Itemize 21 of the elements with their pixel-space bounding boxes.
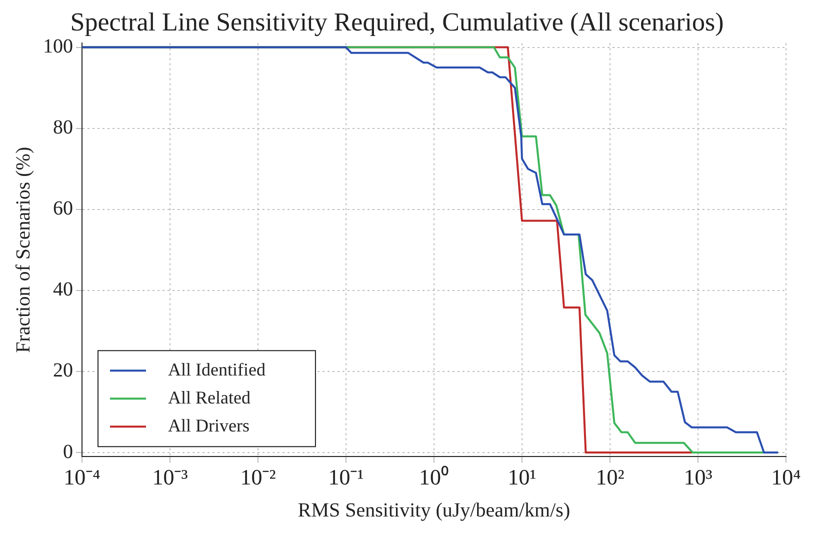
legend-label: All Drivers — [168, 415, 250, 436]
y-tick-label: 20 — [53, 360, 73, 382]
y-tick-label: 0 — [63, 440, 73, 463]
x-tick-label: 10⁻¹ — [328, 464, 364, 490]
x-tick-label: 10⁰ — [419, 464, 449, 490]
x-tick-label: 10¹ — [508, 464, 536, 490]
x-axis-title: RMS Sensitivity (uJy/beam/km/s) — [298, 499, 570, 522]
x-tick-label: 10⁻³ — [152, 464, 188, 490]
legend-label: All Related — [168, 387, 250, 408]
y-tick-label: 100 — [43, 36, 73, 58]
y-tick-label: 60 — [53, 198, 73, 220]
y-tick-label: 80 — [53, 116, 73, 139]
y-axis-title: Fraction of Scenarios (%) — [12, 146, 34, 353]
x-tick-label: 10³ — [684, 464, 713, 490]
x-tick-label: 10² — [596, 464, 625, 490]
y-tick-label: 40 — [53, 278, 73, 301]
chart-title: Spectral Line Sensitivity Required, Cumulative (All scenarios) — [70, 7, 724, 36]
x-tick-label: 10⁻² — [240, 464, 276, 490]
x-tick-label: 10⁴ — [771, 464, 802, 490]
x-tick-label: 10⁻⁴ — [64, 464, 101, 490]
legend-label: All Identified — [168, 359, 266, 380]
